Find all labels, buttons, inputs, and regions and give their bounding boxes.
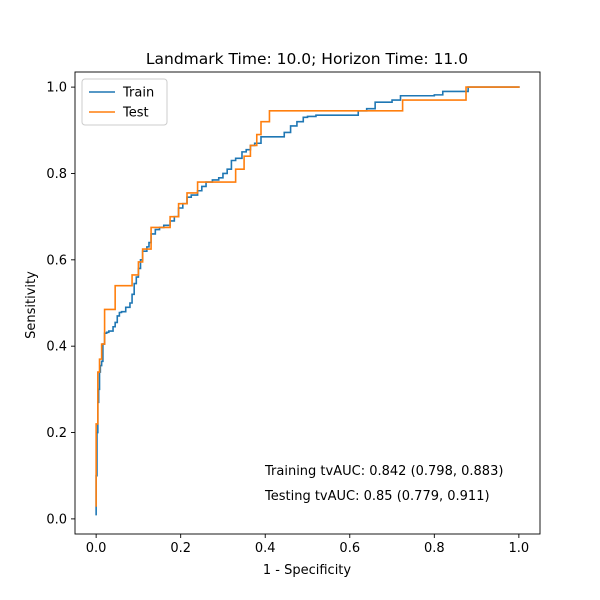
y-tick-label: 0.6 bbox=[46, 253, 67, 268]
x-tick-label: 1.0 bbox=[509, 541, 530, 556]
y-tick-label: 1.0 bbox=[46, 81, 67, 96]
legend: Train Test bbox=[81, 78, 168, 126]
x-tick-label: 0.4 bbox=[255, 541, 276, 556]
training-auc-annotation: Training tvAUC: 0.842 (0.798, 0.883) bbox=[264, 464, 503, 479]
x-axis-label: 1 - Specificity bbox=[263, 563, 352, 578]
chart-title: Landmark Time: 10.0; Horizon Time: 11.0 bbox=[146, 50, 468, 68]
legend-label-train: Train bbox=[122, 86, 154, 101]
testing-auc-annotation: Testing tvAUC: 0.85 (0.779, 0.911) bbox=[264, 489, 490, 504]
legend-box bbox=[81, 78, 168, 126]
y-tick-label: 0.2 bbox=[46, 426, 67, 441]
y-tick-label: 0.0 bbox=[46, 512, 67, 527]
x-tick-label: 0.0 bbox=[86, 541, 107, 556]
x-tick-label: 0.6 bbox=[339, 541, 360, 556]
x-tick-label: 0.8 bbox=[424, 541, 445, 556]
y-axis-label: Sensitivity bbox=[24, 271, 39, 339]
legend-label-test: Test bbox=[122, 106, 149, 121]
plot-frame bbox=[74, 71, 541, 535]
plot-area: 0.0 0.2 0.4 0.6 0.8 1.0 0.0 0.2 0.4 0.6 0.8 1.0 Trai… bbox=[46, 71, 541, 556]
series-line-test bbox=[95, 86, 520, 507]
y-tick-label: 0.8 bbox=[46, 167, 67, 182]
y-tick-label: 0.4 bbox=[46, 340, 67, 355]
x-tick-label: 0.2 bbox=[170, 541, 191, 556]
